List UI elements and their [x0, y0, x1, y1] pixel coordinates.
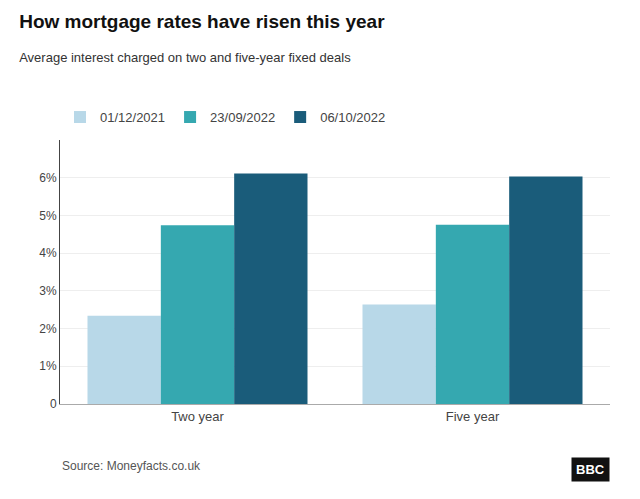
svg-text:0: 0	[50, 397, 57, 411]
svg-text:6%: 6%	[39, 171, 57, 185]
svg-text:01/12/2021: 01/12/2021	[100, 110, 165, 125]
svg-text:Two year: Two year	[171, 409, 224, 424]
svg-text:06/10/2022: 06/10/2022	[320, 110, 385, 125]
svg-text:2%: 2%	[39, 322, 57, 336]
svg-text:23/09/2022: 23/09/2022	[210, 110, 275, 125]
svg-text:4%: 4%	[39, 246, 57, 260]
svg-text:Five year: Five year	[446, 409, 500, 424]
svg-text:Source: Moneyfacts.co.uk: Source: Moneyfacts.co.uk	[62, 459, 201, 473]
svg-text:BBC: BBC	[576, 462, 605, 477]
svg-text:Average interest charged on tw: Average interest charged on two and five…	[19, 50, 351, 65]
svg-text:3%: 3%	[39, 284, 57, 298]
svg-text:How mortgage rates have risen: How mortgage rates have risen this year	[19, 11, 385, 32]
svg-text:1%: 1%	[39, 359, 57, 373]
svg-text:5%: 5%	[39, 209, 57, 223]
